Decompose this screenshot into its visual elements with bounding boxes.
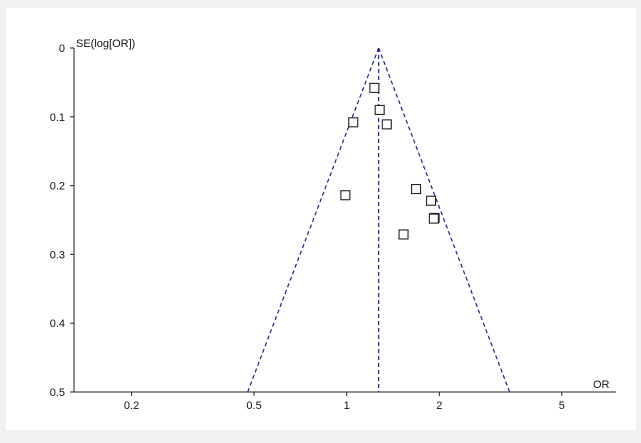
study-point bbox=[381, 119, 392, 130]
funnel-lower-limit-line bbox=[247, 47, 380, 393]
y-tick-label: 0.1 bbox=[50, 112, 65, 124]
x-ticks: 0.2 0.5 1 2 5 bbox=[124, 392, 565, 412]
x-tick-label: 5 bbox=[559, 400, 565, 412]
study-point bbox=[410, 183, 422, 195]
y-tick-label: 0 bbox=[59, 43, 65, 55]
x-tick-label: 2 bbox=[436, 400, 442, 412]
x-axis-label: OR bbox=[593, 379, 610, 391]
study-point bbox=[398, 229, 409, 240]
x-tick-label: 0.2 bbox=[124, 400, 139, 412]
y-tick-label: 0.5 bbox=[50, 387, 65, 399]
y-tick-label: 0.2 bbox=[50, 181, 65, 193]
y-tick-label: 0.4 bbox=[50, 318, 65, 330]
study-point bbox=[426, 195, 437, 206]
study-point bbox=[369, 82, 380, 93]
plot-background bbox=[6, 8, 636, 430]
y-ticks: 0 0.1 0.2 0.3 0.4 0.5 bbox=[50, 43, 74, 399]
x-tick-label: 1 bbox=[344, 400, 350, 412]
y-tick-label: 0.3 bbox=[50, 249, 65, 261]
study-points bbox=[340, 82, 440, 240]
study-point bbox=[428, 213, 439, 224]
study-point bbox=[340, 190, 351, 201]
funnel-upper-limit-line bbox=[378, 47, 511, 393]
study-point bbox=[348, 117, 359, 128]
x-tick-label: 0.5 bbox=[246, 400, 261, 412]
y-axis-label: SE(log[OR]) bbox=[76, 38, 135, 50]
study-point bbox=[374, 104, 385, 115]
axes: SE(log[OR]) OR bbox=[73, 38, 616, 393]
